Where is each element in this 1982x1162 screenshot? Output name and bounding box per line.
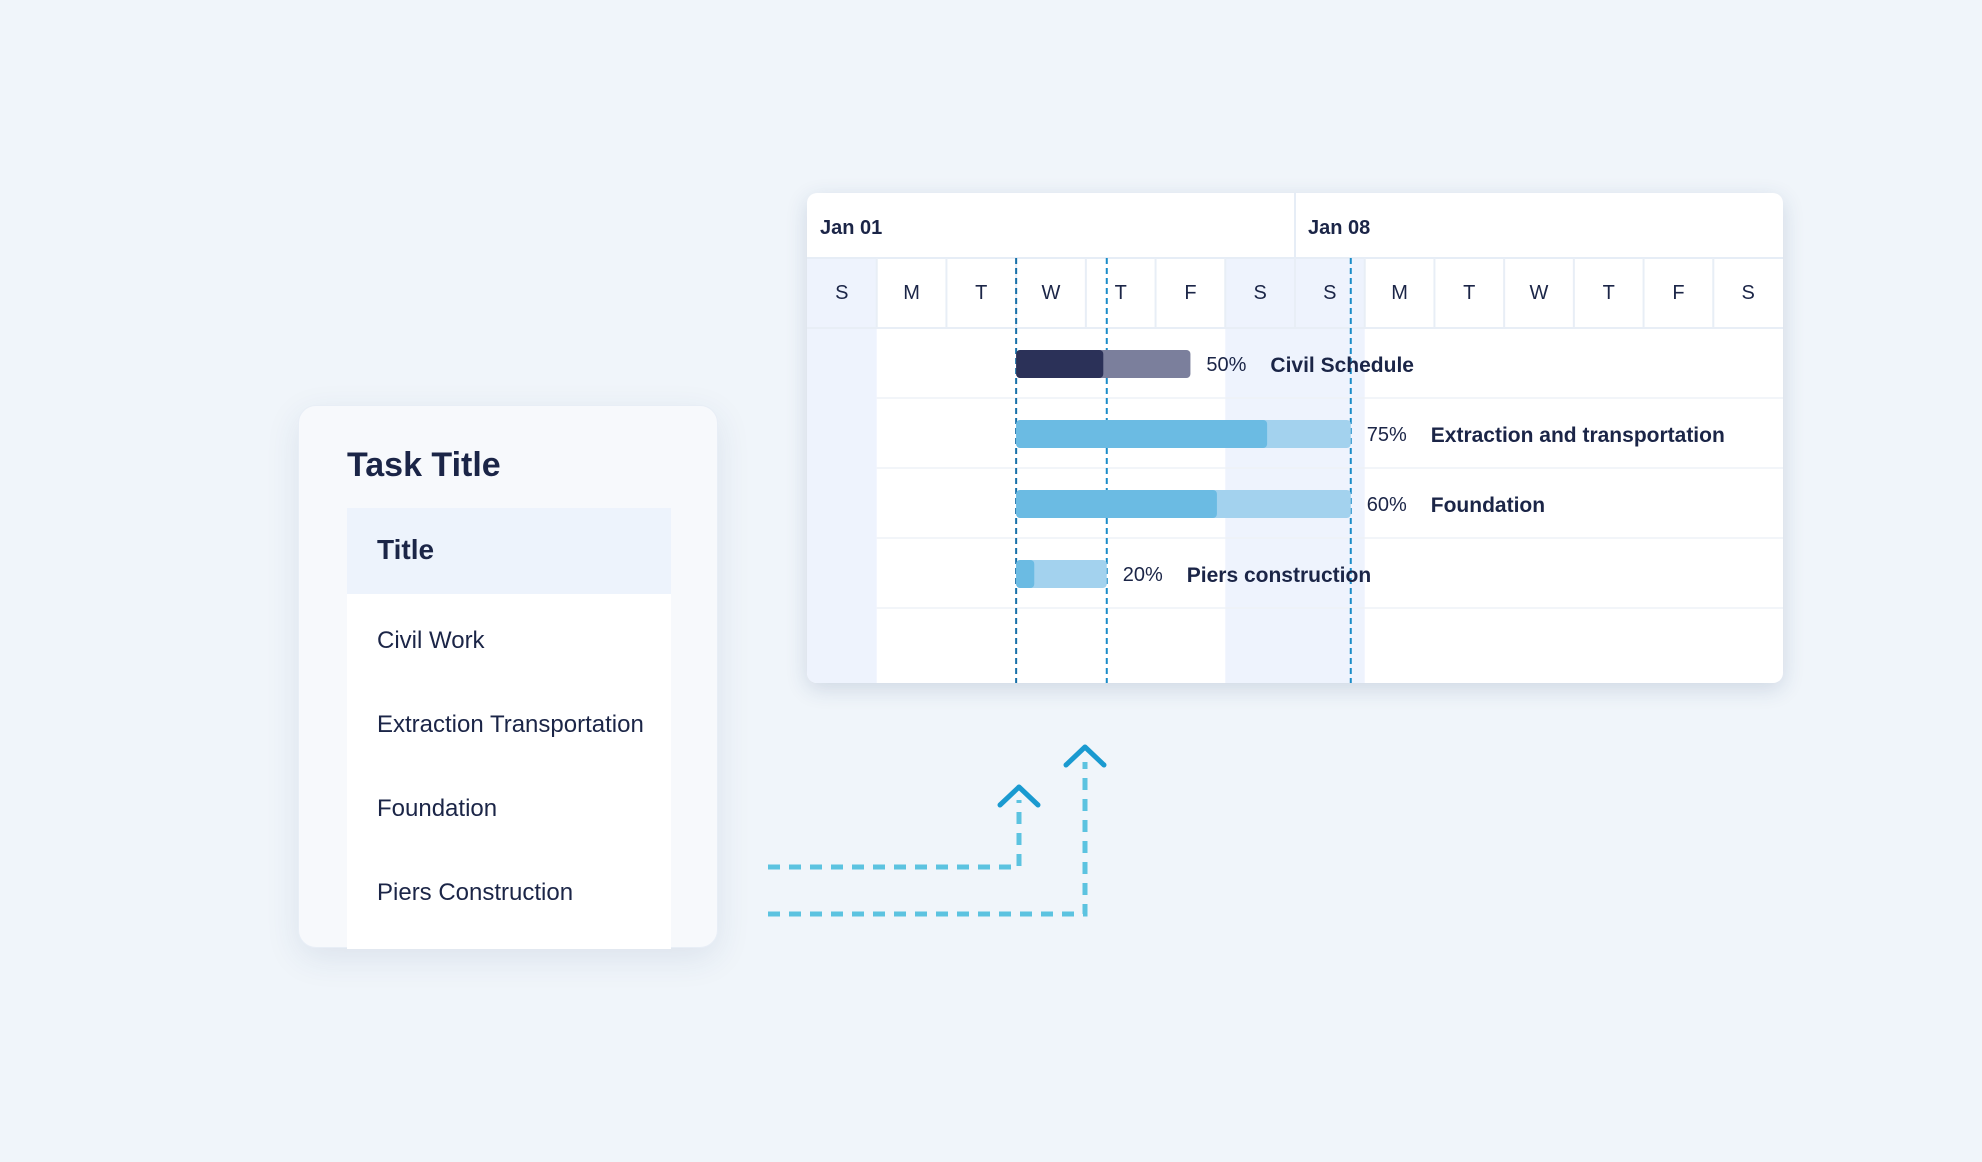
day-label: F xyxy=(1672,282,1684,304)
dependency-connector-1 xyxy=(768,784,1041,870)
task-progress-label: 75% xyxy=(1367,424,1407,446)
day-label: T xyxy=(1603,282,1615,304)
task-progress-label: 20% xyxy=(1123,564,1163,586)
task-bar xyxy=(1016,560,1107,588)
column-header-title: Title xyxy=(377,534,435,565)
day-label: T xyxy=(975,282,987,304)
task-panel-title: Task Title xyxy=(347,446,501,484)
day-label: S xyxy=(835,282,848,304)
task-row-piers-construction[interactable]: Piers Construction xyxy=(377,879,574,906)
day-label: M xyxy=(903,282,920,304)
gantt-chart-panel: Jan 01 Jan 08 S M T W T F S S M T W T F S 50% Civil Sched… xyxy=(807,193,1783,683)
dependency-connector-2 xyxy=(768,744,1107,917)
day-label: W xyxy=(1530,282,1549,304)
task-progress-bar xyxy=(1016,350,1104,378)
day-label: W xyxy=(1042,282,1061,304)
day-label: T xyxy=(1463,282,1475,304)
day-label: S xyxy=(1741,282,1754,304)
task-bar-label: Foundation xyxy=(1431,494,1545,517)
task-row-foundation[interactable]: Foundation xyxy=(377,795,498,822)
task-bar-label: Piers construction xyxy=(1187,564,1371,587)
day-label: M xyxy=(1391,282,1408,304)
dependency-arrow-up-icon xyxy=(997,784,1041,808)
task-bar-label: Extraction and transportation xyxy=(1431,424,1725,447)
task-row-extraction-transportation[interactable]: Extraction Transportation xyxy=(377,711,644,738)
day-label: T xyxy=(1115,282,1127,304)
week-label: Jan 08 xyxy=(1308,217,1370,239)
task-table: Title Civil Work Extraction Transportati… xyxy=(347,508,671,949)
task-progress-bar xyxy=(1016,560,1035,588)
task-progress-bar xyxy=(1016,490,1217,518)
task-bar-label: Civil Schedule xyxy=(1270,354,1414,377)
day-label: S xyxy=(1323,282,1336,304)
weekend-column xyxy=(1295,258,1365,683)
gantt-timeline: Jan 01 Jan 08 S M T W T F S S M T W T F S 50% Civil Sched… xyxy=(807,193,1783,683)
weekend-column xyxy=(1225,258,1295,683)
task-progress-bar xyxy=(1016,420,1268,448)
task-progress-label: 50% xyxy=(1206,354,1246,376)
task-list-panel: Task Title Title Civil Work Extraction T… xyxy=(298,405,718,949)
day-label: F xyxy=(1184,282,1196,304)
day-label: S xyxy=(1253,282,1266,304)
dependency-arrow-up-icon xyxy=(1063,744,1107,768)
week-label: Jan 01 xyxy=(820,217,882,239)
task-row-civil-work[interactable]: Civil Work xyxy=(377,627,485,654)
task-table-header: Title xyxy=(347,508,671,594)
weekend-column xyxy=(807,258,877,683)
task-progress-label: 60% xyxy=(1367,494,1407,516)
